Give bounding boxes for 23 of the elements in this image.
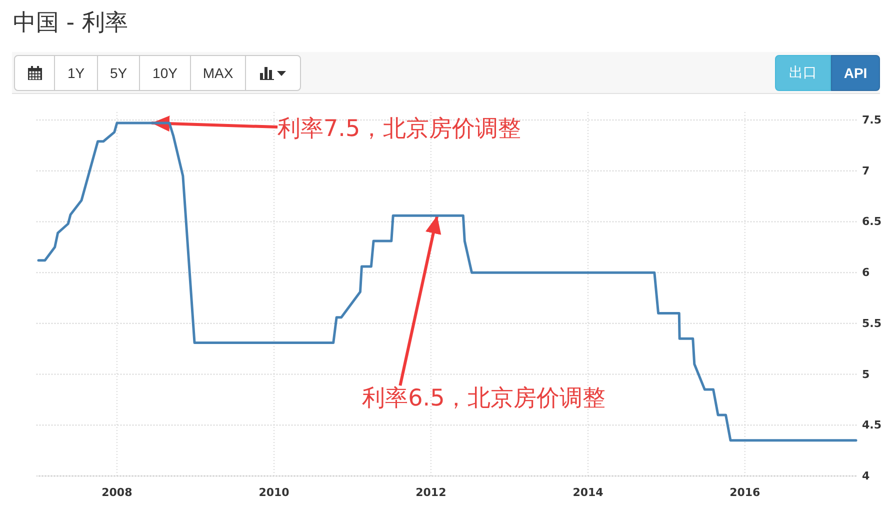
range-button[interactable]: 5Y xyxy=(97,55,140,91)
x-tick-label: 2014 xyxy=(572,486,604,499)
x-tick-label: 2008 xyxy=(102,486,132,499)
y-tick-label: 4.5 xyxy=(862,418,882,432)
action-button[interactable]: API xyxy=(831,55,880,91)
range-button[interactable]: MAX xyxy=(190,55,246,91)
y-tick-label: 5 xyxy=(862,368,870,381)
range-button[interactable]: 1Y xyxy=(54,55,98,91)
annotation: 利率7.5，北京房价调整 xyxy=(278,116,522,142)
y-tick-label: 5.5 xyxy=(862,316,882,330)
y-tick-label: 6.5 xyxy=(862,215,882,228)
x-tick-label: 2016 xyxy=(730,486,761,499)
y-tick-label: 4 xyxy=(862,470,870,483)
y-tick-label: 6 xyxy=(862,266,870,280)
annotation: 利率6.5，北京房价调整 xyxy=(362,386,606,412)
y-tick-label: 7.5 xyxy=(862,114,882,127)
chart-type-button[interactable] xyxy=(245,55,301,91)
chart-title: 中国 - 利率 xyxy=(13,9,128,37)
range-button[interactable]: 10Y xyxy=(139,55,191,91)
calendar-button[interactable] xyxy=(14,55,55,91)
x-tick-label: 2012 xyxy=(416,486,446,499)
x-tick-label: 2010 xyxy=(258,486,290,499)
y-tick-label: 7 xyxy=(862,164,870,178)
